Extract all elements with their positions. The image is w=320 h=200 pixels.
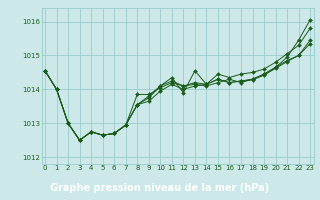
- Text: Graphe pression niveau de la mer (hPa): Graphe pression niveau de la mer (hPa): [51, 183, 269, 193]
